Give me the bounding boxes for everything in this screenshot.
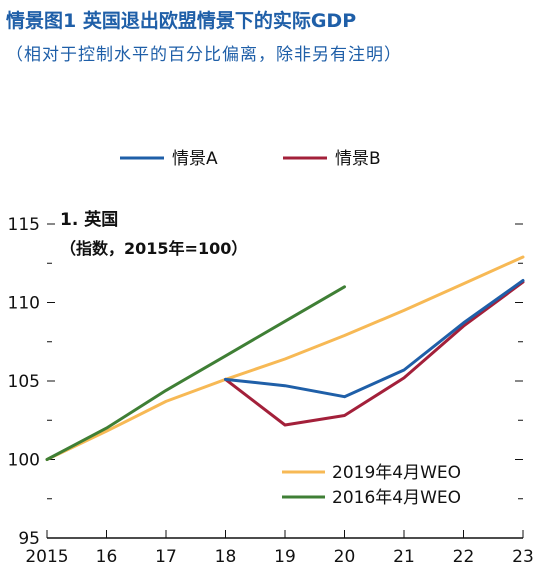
axes: 95 100 105 110 115 2015 16 17 18 19 20 21 22 23 xyxy=(8,215,534,567)
series-line-2019年4月WEO xyxy=(45,255,525,461)
y-tick-label: 105 xyxy=(8,372,40,392)
x-tick-label: 22 xyxy=(453,547,475,567)
figure-subtitle: （相对于控制水平的百分比偏离，除非另有注明） xyxy=(6,45,402,65)
y-tick-label: 115 xyxy=(8,215,40,235)
top-legend: 情景A 情景B xyxy=(120,149,381,169)
legend-label: 2019年4月WEO xyxy=(332,463,461,483)
series-line-2016年4月WEO xyxy=(45,285,346,461)
x-tick-label: 18 xyxy=(215,547,237,567)
y-tick-label: 110 xyxy=(8,294,40,314)
x-tick-label: 23 xyxy=(512,547,534,567)
series-lines xyxy=(45,255,525,461)
x-tick-label: 17 xyxy=(155,547,177,567)
panel-title: 1. 英国 xyxy=(60,209,118,230)
x-tick-label: 20 xyxy=(334,547,356,567)
inside-legend: 2019年4月WEO 2016年4月WEO xyxy=(282,463,461,508)
y-tick-label: 95 xyxy=(18,529,40,549)
x-tick-label: 2015 xyxy=(25,547,68,567)
legend-label: 2016年4月WEO xyxy=(332,488,461,508)
x-tick-label: 21 xyxy=(393,547,415,567)
figure-title: 情景图1 英国退出欧盟情景下的实际GDP xyxy=(6,10,357,32)
series-line-情景A xyxy=(224,279,525,399)
series-line-情景B xyxy=(224,280,525,427)
y-tick-label: 100 xyxy=(8,451,40,471)
x-tick-label: 19 xyxy=(274,547,296,567)
legend-label: 情景B xyxy=(335,149,381,169)
x-tick-label: 16 xyxy=(96,547,118,567)
panel-subtitle: （指数，2015年=100） xyxy=(60,239,247,258)
legend-label: 情景A xyxy=(172,149,218,169)
